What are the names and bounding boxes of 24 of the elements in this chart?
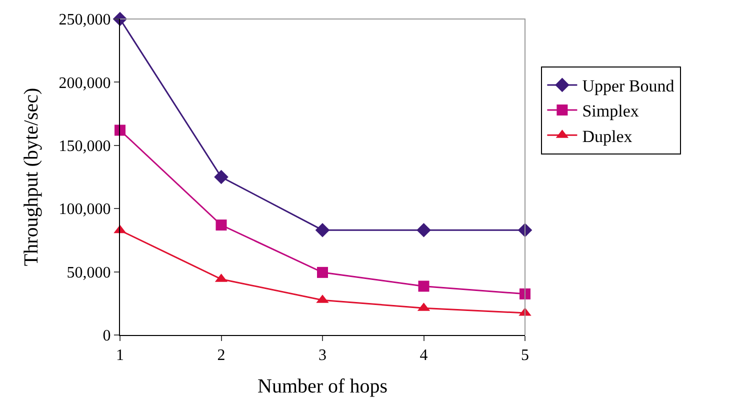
point [216, 220, 227, 231]
point [418, 280, 430, 292]
x-axis-title: Number of hops [258, 376, 388, 398]
point [317, 266, 328, 278]
x-tick-label: 3 [318, 347, 326, 364]
y-tick-label: 250,000 [58, 12, 111, 29]
point [416, 222, 431, 238]
y-tick-label: 150,000 [58, 138, 111, 155]
legend-label: Upper Bound [582, 76, 675, 96]
x-tick-label: 4 [420, 347, 428, 364]
point [520, 288, 530, 300]
y-tick-label: 100,000 [58, 201, 111, 218]
legend-label: Duplex [582, 126, 633, 146]
y-axis-title: Throughput (byte/sec) [20, 88, 42, 266]
legend-label: Simplex [582, 102, 640, 121]
point [114, 124, 126, 136]
y-tick-label: 0 [102, 328, 111, 345]
x-tick-label: 1 [116, 347, 124, 364]
y-tick-label: 200,000 [58, 74, 111, 92]
x-tick-label: 5 [521, 347, 529, 364]
x-tick-label: 2 [217, 347, 226, 364]
point [214, 170, 228, 184]
point [315, 222, 330, 238]
y-tick-label: 50,000 [66, 264, 111, 282]
